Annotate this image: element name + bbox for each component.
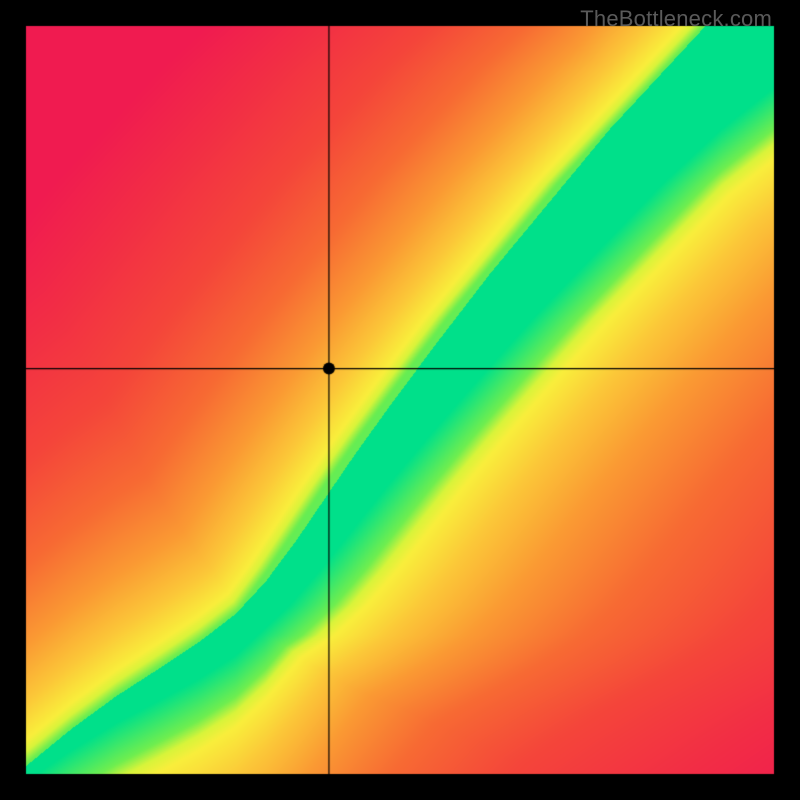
bottleneck-heatmap: [0, 0, 800, 800]
watermark-text: TheBottleneck.com: [580, 6, 772, 32]
